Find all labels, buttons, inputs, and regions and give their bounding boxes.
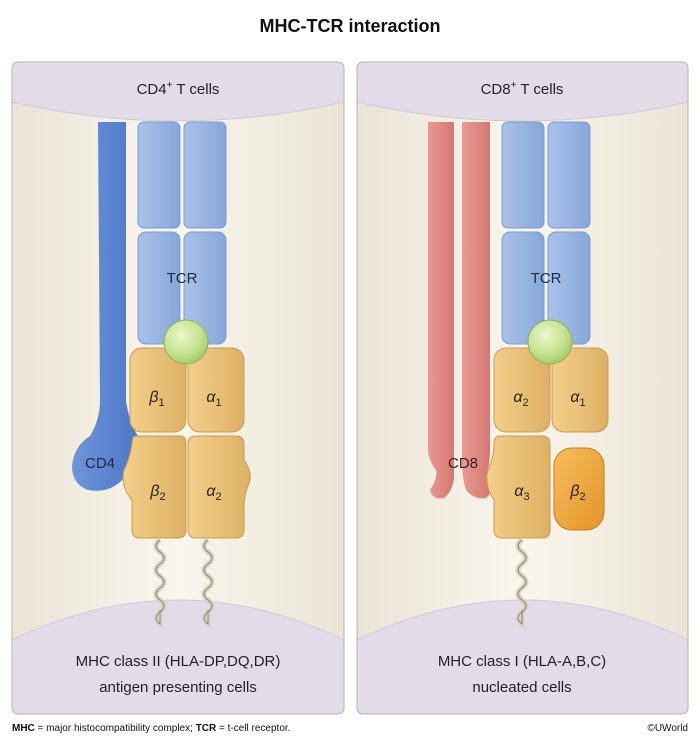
- tcr-abbreviation: TCR: [195, 723, 217, 734]
- nucleated-cell-membrane: [357, 599, 688, 714]
- mhc2-alpha1-domain: [187, 347, 245, 433]
- beta2-label-left: β2: [149, 483, 165, 503]
- left-cell-label: CD4+ T cells: [137, 80, 220, 98]
- mhc1-alpha2-domain: [493, 347, 551, 433]
- mhc-definition: = major histocompatibility complex;: [34, 723, 196, 734]
- peptide-antigen-left: [163, 319, 209, 365]
- tcr-definition: = t-cell receptor.: [216, 723, 291, 734]
- alpha3-label: α3: [514, 483, 529, 503]
- right-panel-border: [356, 61, 689, 715]
- t-cell-membrane-left: [12, 62, 344, 122]
- alpha1-label-left: α1: [206, 389, 221, 409]
- mhc2-beta2-domain: [122, 435, 187, 539]
- left-bottom-line2: antigen presenting cells: [99, 679, 257, 696]
- footer-legend: MHC = major histocompatibility complex; …: [12, 723, 290, 734]
- alpha2-label-left: α2: [206, 483, 221, 503]
- peptide-antigen-right: [527, 319, 573, 365]
- mhc2-beta-tail-outline: [155, 539, 165, 626]
- beta1-label: β1: [148, 389, 164, 409]
- mhc1-alpha1-domain: [551, 347, 609, 433]
- cd4-coreceptor: [72, 122, 140, 491]
- right-panel: CD8+ T cells TCR CD8 α2 α1 α3 β2 MHC cla…: [357, 62, 688, 714]
- cd8-alpha-chain: [428, 122, 454, 499]
- right-tcr-label: TCR: [531, 270, 562, 287]
- tcr-beta-constant-right: [501, 121, 545, 229]
- mhc1-tail-outline: [517, 539, 527, 626]
- mhc2-alpha2-domain: [187, 435, 251, 539]
- tcr-alpha-constant: [183, 121, 227, 229]
- right-cell-label: CD8+ T cells: [481, 80, 564, 98]
- cd4-label: CD4: [85, 455, 115, 472]
- alpha1-label-right: α1: [570, 389, 585, 409]
- left-bottom-line1: MHC class II (HLA-DP,DQ,DR): [76, 653, 281, 670]
- mhc1-alpha3-domain: [486, 435, 551, 539]
- tcr-beta-constant: [137, 121, 181, 229]
- right-bottom-line1: MHC class I (HLA-A,B,C): [438, 653, 606, 670]
- alpha2-label-right: α2: [513, 389, 528, 409]
- cd8-beta-chain: [462, 122, 491, 499]
- t-cell-membrane-right: [357, 62, 688, 122]
- left-panel-border: [11, 61, 345, 715]
- tcr-alpha-constant-right: [547, 121, 591, 229]
- copyright-notice: ©UWorld: [647, 723, 688, 734]
- left-tcr-label: TCR: [167, 270, 198, 287]
- right-bottom-line2: nucleated cells: [472, 679, 571, 696]
- left-panel: CD4+ T cells TCR CD4 β1 α1 β2 α2 MHC cla…: [12, 62, 344, 714]
- mhc2-alpha-tail-outline: [203, 539, 213, 626]
- figure-title: MHC-TCR interaction: [259, 16, 441, 36]
- tcr-beta-variable: [137, 231, 181, 345]
- beta2-microglobulin: [553, 447, 605, 531]
- mhc2-beta1-domain: [129, 347, 187, 433]
- apc-membrane-left: [12, 599, 344, 714]
- mhc-abbreviation: MHC: [12, 723, 35, 734]
- tcr-beta-variable-right: [501, 231, 545, 345]
- beta2m-label: β2: [569, 483, 585, 503]
- cd8-label: CD8: [448, 455, 478, 472]
